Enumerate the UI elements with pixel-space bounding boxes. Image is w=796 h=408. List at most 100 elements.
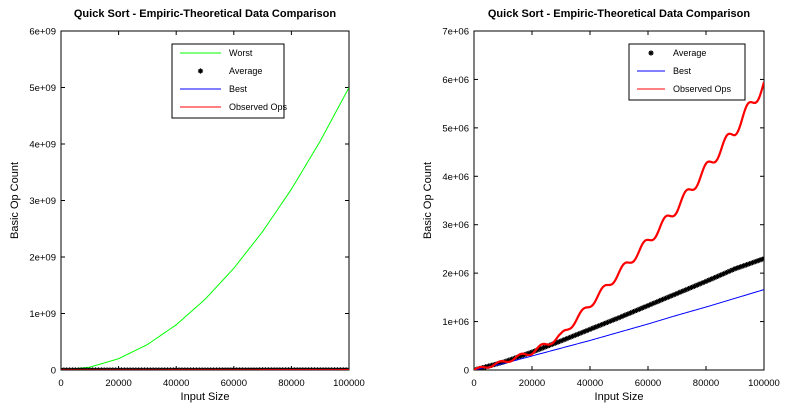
- y-tick-label: 0: [51, 366, 56, 377]
- series-average-point: [506, 357, 512, 363]
- series-average-point: [526, 350, 532, 356]
- legend-label-observed-ops: Observed Ops: [673, 84, 732, 94]
- series-average-point: [659, 296, 666, 303]
- series-average-point: [758, 257, 764, 263]
- x-tick-label: 60000: [635, 378, 661, 389]
- series-average-point: [680, 288, 686, 294]
- series-average-point: [642, 304, 648, 310]
- series-worst-line: [61, 87, 349, 370]
- x-tick-label: 40000: [577, 378, 603, 389]
- series-average-point: [691, 283, 697, 289]
- chart-title: Quick Sort - Empiric-Theoretical Data Co…: [74, 8, 337, 20]
- series-average-point: [744, 262, 750, 268]
- series-average-point: [639, 305, 645, 311]
- y-tick-label: 4e+09: [29, 140, 56, 151]
- series-average-point: [587, 326, 593, 332]
- series-layer: [474, 81, 764, 370]
- series-average-point: [485, 363, 492, 369]
- series-average-point: [572, 332, 579, 338]
- series-average-point: [610, 317, 616, 323]
- series-average-point: [749, 260, 755, 266]
- x-axis-label: Input Size: [181, 391, 230, 403]
- series-average-point: [654, 299, 660, 305]
- series-average-point: [558, 338, 564, 344]
- series-average-point: [665, 294, 671, 300]
- series-average-point: [619, 313, 625, 320]
- x-tick-label: 20000: [105, 378, 131, 389]
- series-average-point: [604, 319, 610, 325]
- y-tick-label: 7e+06: [442, 27, 469, 38]
- series-average-point: [671, 292, 677, 298]
- series-average-point: [581, 329, 587, 335]
- y-tick-label: 6e+09: [29, 27, 56, 38]
- series-average-point: [706, 277, 712, 283]
- y-tick-label: 6e+06: [442, 75, 469, 86]
- series-average-point: [703, 278, 709, 284]
- series-average-point: [752, 259, 758, 265]
- series-average-point: [761, 256, 764, 262]
- series-average-point: [633, 307, 639, 314]
- legend-box: [628, 43, 746, 101]
- series-average-point: [755, 258, 761, 264]
- x-tick-label: 80000: [278, 378, 304, 389]
- series-average-point: [648, 301, 654, 307]
- series-average-point: [717, 272, 724, 278]
- y-axis-label: Basic Op Count: [422, 162, 434, 239]
- y-tick-label: 0: [464, 366, 469, 377]
- series-average-point: [700, 279, 706, 286]
- series-average-point: [616, 315, 622, 321]
- series-average-point: [668, 293, 674, 299]
- legend-label-average: Average: [229, 66, 262, 76]
- y-tick-label: 5e+09: [29, 83, 56, 94]
- x-tick-label: 100000: [748, 378, 780, 389]
- series-average-point: [541, 345, 547, 351]
- series-average-point: [497, 360, 503, 366]
- series-average-point: [517, 353, 523, 359]
- legend: Worst Average Best Observed Ops: [171, 43, 288, 119]
- series-average-point: [712, 274, 718, 281]
- legend-label-average: Average: [673, 48, 706, 58]
- x-axis-label: Input Size: [595, 391, 644, 403]
- series-average-point: [570, 333, 576, 339]
- series-average-point: [674, 290, 680, 297]
- y-tick-label: 1e+09: [29, 309, 56, 320]
- series-average-point: [662, 295, 668, 301]
- series-average-point: [584, 327, 590, 334]
- legend-label-observed-ops: Observed Ops: [229, 102, 288, 112]
- series-average-point: [726, 268, 732, 274]
- series-average-point: [732, 266, 738, 272]
- series-average-point: [552, 340, 558, 346]
- series-average-point: [657, 298, 663, 304]
- series-average-point: [543, 343, 550, 350]
- series-average-point: [520, 352, 526, 358]
- series-average-point: [561, 337, 567, 343]
- chart-panel-1: 0 20000 40000 60000 80000 100000 0 1e+09 2e+09 3e…: [9, 8, 365, 403]
- series-average-point: [625, 311, 631, 317]
- series-average-point: [738, 264, 744, 270]
- series-layer: [61, 87, 349, 370]
- x-tick-label: 0: [58, 378, 63, 389]
- series-average-point: [509, 356, 515, 362]
- chart-title: Quick Sort - Empiric-Theoretical Data Co…: [488, 8, 751, 20]
- series-average-point: [613, 316, 619, 322]
- x-tick-label: 20000: [519, 378, 545, 389]
- series-average-point: [741, 263, 747, 269]
- y-tick-label: 3e+09: [29, 196, 56, 207]
- y-tick-label: 4e+06: [442, 172, 469, 183]
- series-average-point: [630, 309, 637, 315]
- series-average-point: [735, 265, 741, 271]
- legend: Average Best Observed Ops: [628, 43, 746, 101]
- legend-label-best: Best: [673, 66, 692, 76]
- series-average-point: [636, 306, 642, 312]
- y-tick-label: 5e+06: [442, 123, 469, 134]
- chart-panel-2: 0 20000 40000 60000 80000 100000 0 1e+06 2e+06 3e…: [422, 8, 780, 403]
- series-average-point: [535, 347, 541, 353]
- series-average-point: [746, 261, 753, 267]
- legend-swatch-average: [648, 50, 654, 56]
- series-average-point: [729, 267, 735, 273]
- x-tick-label: 100000: [333, 378, 365, 389]
- series-average-point: [567, 334, 573, 341]
- y-tick-label: 1e+06: [442, 317, 469, 328]
- series-average-point: [720, 271, 726, 277]
